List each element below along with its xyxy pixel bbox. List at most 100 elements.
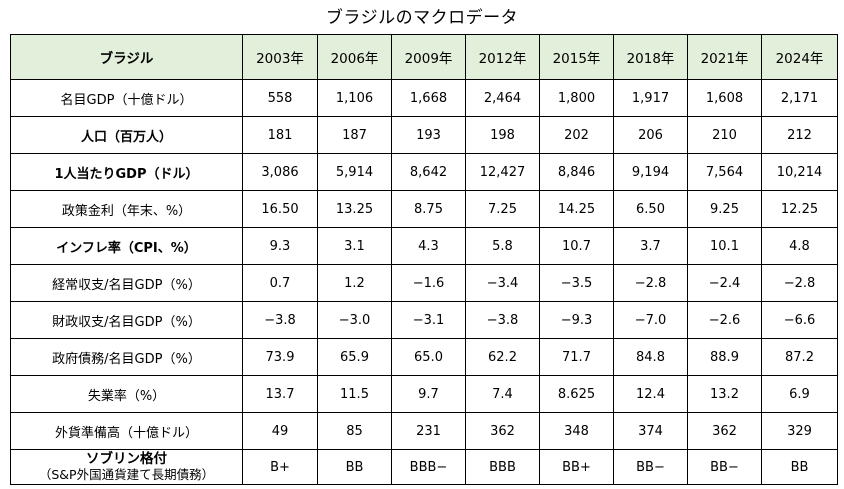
row-label: 外貨準備高（十億ドル）: [10, 412, 243, 450]
table-cell: −2.8: [761, 264, 838, 302]
table-row: 名目GDP（十億ドル） 558 1,106 1,668 2,464 1,800 1,917 1…: [10, 79, 838, 117]
table-cell: 88.9: [687, 338, 762, 376]
table-cell: BB−: [687, 449, 762, 485]
table-cell: 329: [761, 412, 838, 450]
table-row: 政府債務/名目GDP（%） 73.9 65.9 65.0 62.2 71.7 84.8 88.…: [10, 338, 838, 376]
table-cell: 231: [391, 412, 466, 450]
year-header: 2024年: [761, 34, 838, 80]
table-row: 財政収支/名目GDP（%） −3.8 −3.0 −3.1 −3.8 −9.3 −7.0 −2.…: [10, 301, 838, 339]
table-cell: 5,914: [317, 153, 392, 191]
table-cell: 181: [242, 116, 318, 154]
table-cell: 362: [465, 412, 540, 450]
table-cell: 12.25: [761, 190, 838, 228]
row-label: 政策金利（年末、%）: [10, 190, 243, 228]
table-row: 失業率（%） 13.7 11.5 9.7 7.4 8.625 12.4 13.2 6.9: [10, 375, 838, 413]
table-cell: BBB: [465, 449, 540, 485]
table-cell: 348: [539, 412, 614, 450]
table-cell: −3.8: [242, 301, 318, 339]
table-cell: 11.5: [317, 375, 392, 413]
table-cell: 5.8: [465, 227, 540, 265]
table-cell: BB+: [539, 449, 614, 485]
year-header: 2015年: [539, 34, 614, 80]
table-cell: 9.3: [242, 227, 318, 265]
table-cell: 9.25: [687, 190, 762, 228]
table-cell: BBB−: [391, 449, 466, 485]
table-cell: 10,214: [761, 153, 838, 191]
year-header: 2006年: [317, 34, 392, 80]
table-cell: −2.4: [687, 264, 762, 302]
table-cell: −7.0: [613, 301, 688, 339]
table-cell: 71.7: [539, 338, 614, 376]
table-row: インフレ率（CPI、%） 9.3 3.1 4.3 5.8 10.7 3.7 10.1 4.8: [10, 227, 838, 265]
page-title: ブラジルのマクロデータ: [325, 8, 519, 28]
table-cell: 1,800: [539, 79, 614, 117]
table-cell: 65.9: [317, 338, 392, 376]
table-cell: −3.5: [539, 264, 614, 302]
table-cell: 87.2: [761, 338, 838, 376]
table-cell: 3.7: [613, 227, 688, 265]
table-cell: 198: [465, 116, 540, 154]
table-cell: 8,642: [391, 153, 466, 191]
row-label: 経常収支/名目GDP（%）: [10, 264, 243, 302]
year-header: 2003年: [242, 34, 318, 80]
table-row-rating: ソブリン格付 （S&P外国通貨建て長期債務） B+ BB BBB− BBB BB+ BB− BB…: [10, 449, 838, 485]
table-cell: 8.625: [539, 375, 614, 413]
row-label: 名目GDP（十億ドル）: [10, 79, 243, 117]
table-cell: −2.6: [687, 301, 762, 339]
table-cell: −2.8: [613, 264, 688, 302]
table-cell: 8.75: [391, 190, 466, 228]
table-cell: −1.6: [391, 264, 466, 302]
table-cell: 212: [761, 116, 838, 154]
table-cell: −3.0: [317, 301, 392, 339]
table-cell: 374: [613, 412, 688, 450]
table-cell: 6.50: [613, 190, 688, 228]
year-header: 2021年: [687, 34, 762, 80]
table-cell: 206: [613, 116, 688, 154]
table-cell: 3,086: [242, 153, 318, 191]
table-cell: 2,464: [465, 79, 540, 117]
table-cell: 13.7: [242, 375, 318, 413]
table-cell: −3.1: [391, 301, 466, 339]
table-cell: 210: [687, 116, 762, 154]
table-cell: −9.3: [539, 301, 614, 339]
table-cell: 12,427: [465, 153, 540, 191]
table-header-row: ブラジル 2003年 2006年 2009年 2012年 2015年 2018年…: [10, 34, 838, 80]
table-cell: 9,194: [613, 153, 688, 191]
year-header: 2012年: [465, 34, 540, 80]
table-cell: 202: [539, 116, 614, 154]
table-cell: B+: [242, 449, 318, 485]
table-cell: 14.25: [539, 190, 614, 228]
row-label: インフレ率（CPI、%）: [10, 227, 243, 265]
table-row: 政策金利（年末、%） 16.50 13.25 8.75 7.25 14.25 6.50 9.2…: [10, 190, 838, 228]
row-label: 財政収支/名目GDP（%）: [10, 301, 243, 339]
table-cell: 10.1: [687, 227, 762, 265]
table-cell: 16.50: [242, 190, 318, 228]
table-cell: 73.9: [242, 338, 318, 376]
table-row: 1人当たりGDP（ドル） 3,086 5,914 8,642 12,427 8,846 9,…: [10, 153, 838, 191]
table-cell: 3.1: [317, 227, 392, 265]
table-cell: −3.4: [465, 264, 540, 302]
table-cell: 65.0: [391, 338, 466, 376]
table-cell: 8,846: [539, 153, 614, 191]
table-cell: 4.3: [391, 227, 466, 265]
table-cell: 2,171: [761, 79, 838, 117]
table-cell: 7.25: [465, 190, 540, 228]
table-cell: 362: [687, 412, 762, 450]
table-cell: 1,106: [317, 79, 392, 117]
table-cell: BB: [761, 449, 838, 485]
row-label: 人口（百万人）: [10, 116, 243, 154]
table-row: 人口（百万人） 181 187 193 198 202 206 210 212: [10, 116, 838, 154]
year-header: 2009年: [391, 34, 466, 80]
table-cell: 10.7: [539, 227, 614, 265]
table-cell: 1,668: [391, 79, 466, 117]
table-cell: 7.4: [465, 375, 540, 413]
rating-label-line2: （S&P外国通貨建て長期債務）: [38, 467, 215, 482]
table-cell: 187: [317, 116, 392, 154]
table-cell: 12.4: [613, 375, 688, 413]
table-cell: −3.8: [465, 301, 540, 339]
table-cell: 558: [242, 79, 318, 117]
table-row: 外貨準備高（十億ドル） 49 85 231 362 348 374 362 329: [10, 412, 838, 450]
table-cell: 4.8: [761, 227, 838, 265]
table-cell: 0.7: [242, 264, 318, 302]
row-label: 失業率（%）: [10, 375, 243, 413]
